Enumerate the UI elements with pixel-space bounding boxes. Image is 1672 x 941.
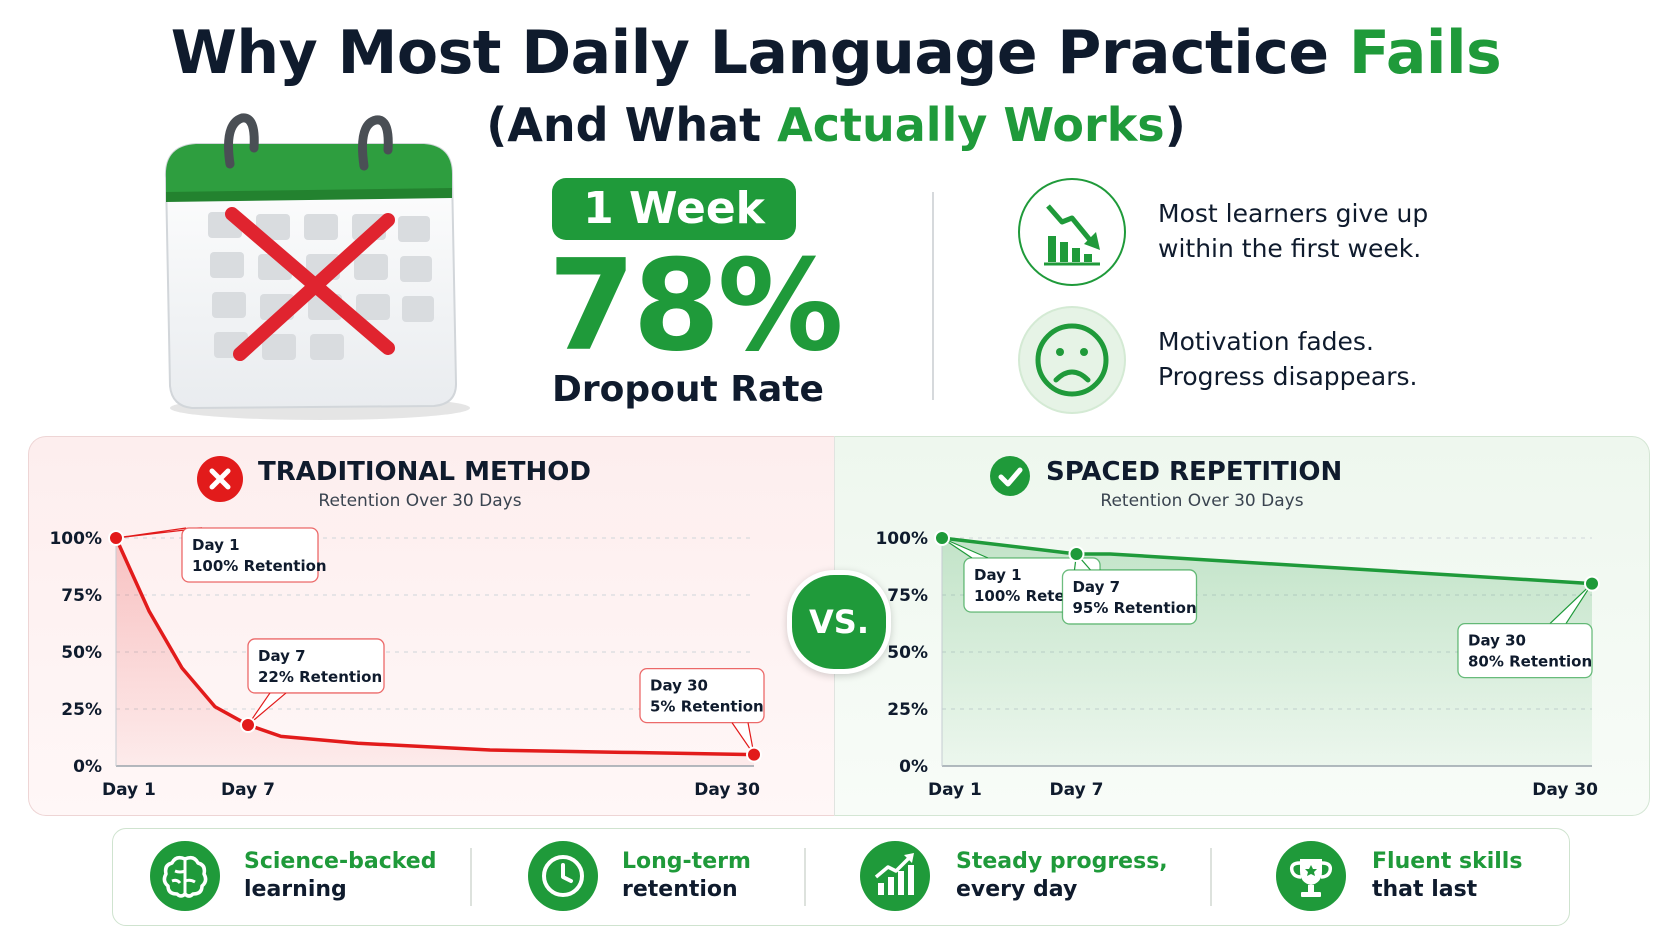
feature-science-text: Science-backed learning [244, 848, 436, 904]
spaced-data-point [1068, 545, 1085, 562]
traditional-data-point [746, 746, 762, 763]
traditional-callout-box [639, 667, 765, 724]
feature-divider [1210, 848, 1212, 906]
clock-icon [528, 841, 598, 911]
spaced-y-tick-label: 75% [887, 586, 928, 606]
sad-face-icon [1018, 306, 1126, 414]
spaced-x-tick-label: Day 1 [928, 780, 982, 800]
crossed-calendar-icon [164, 113, 470, 420]
traditional-callout-box [247, 638, 385, 694]
spaced-x-tick-label: Day 7 [1050, 780, 1104, 800]
spaced-data-point [1584, 575, 1600, 592]
fact-2-text: Motivation fades. Progress disappears. [1158, 324, 1488, 394]
subtitle-close: ) [1164, 98, 1186, 152]
page-title: Why Most Daily Language Practice Fails [0, 18, 1672, 88]
page-subtitle: (And What Actually Works) [0, 96, 1672, 154]
traditional-series-line [114, 536, 756, 757]
fact-2-line2: Progress disappears. [1158, 362, 1418, 391]
feature-progress-text: Steady progress, every day [956, 848, 1168, 904]
check-mark-icon [990, 456, 1030, 496]
traditional-callout-day: Day 1 [192, 536, 240, 554]
fact-2-line1: Motivation fades. [1158, 327, 1374, 356]
traditional-y-tick-label: 50% [61, 643, 102, 663]
feature-retention-line1: Long-term [622, 849, 751, 874]
traditional-y-tick-label: 0% [73, 757, 102, 777]
traditional-y-tick-label: 100% [49, 529, 102, 549]
spaced-y-tick-label: 0% [899, 757, 928, 777]
spaced-callout-day: Day 30 [1468, 632, 1526, 650]
fact-1-line2: within the first week. [1158, 234, 1422, 263]
feature-fluent-line2: that last [1372, 877, 1478, 902]
traditional-x-tick-label: Day 1 [102, 780, 156, 800]
traditional-data-point [108, 530, 124, 546]
x-mark-icon [197, 456, 243, 502]
spaced-y-tick-label: 25% [887, 700, 928, 720]
week-badge: 1 Week [552, 178, 796, 240]
traditional-method-title: TRADITIONAL METHOD [258, 457, 591, 487]
title-main: Why Most Daily Language Practice [170, 18, 1349, 88]
spaced-callout-day: Day 1 [974, 566, 1022, 584]
traditional-method-subtitle: Retention Over 30 Days [318, 491, 522, 511]
traditional-y-tick-label: 75% [61, 586, 102, 606]
traditional-callout-box [181, 527, 319, 583]
brain-icon [150, 841, 220, 911]
declining-chart-icon [1018, 178, 1126, 286]
spaced-repetition-title: SPACED REPETITION [1046, 457, 1343, 487]
spaced-y-tick-label: 100% [875, 529, 928, 549]
spaced-repetition-subtitle: Retention Over 30 Days [1100, 491, 1304, 511]
title-accent: Fails [1348, 18, 1502, 88]
feature-science-line1: Science-backed [244, 849, 437, 874]
traditional-y-tick-label: 25% [61, 700, 102, 720]
spaced-series-line [940, 536, 1594, 586]
traditional-callout-retention: 22% Retention [258, 668, 382, 686]
spaced-data-point [934, 530, 950, 546]
feature-divider [470, 848, 472, 906]
spaced-x-tick-label: Day 30 [1532, 780, 1598, 800]
spaced-callout-retention: 80% Retention [1468, 653, 1592, 671]
traditional-callout-day: Day 30 [650, 677, 708, 695]
trophy-icon [1276, 841, 1346, 911]
subtitle-open: (And What [486, 98, 778, 152]
spaced-callout-box [1457, 622, 1593, 679]
traditional-data-point [240, 716, 256, 733]
traditional-callout-retention: 100% Retention [192, 557, 327, 575]
traditional-callout-day: Day 7 [258, 647, 306, 665]
feature-retention-line2: retention [622, 877, 738, 902]
dropout-percent: 78% [548, 232, 844, 379]
traditional-area [116, 538, 754, 766]
feature-science-line2: learning [244, 877, 347, 902]
fact-1-line1: Most learners give up [1158, 199, 1429, 228]
subtitle-accent: Actually Works [777, 98, 1165, 152]
feature-retention-text: Long-term retention [622, 848, 751, 904]
dropout-label: Dropout Rate [552, 369, 824, 410]
traditional-x-tick-label: Day 7 [221, 780, 275, 800]
feature-progress-line2: every day [956, 877, 1078, 902]
traditional-x-tick-label: Day 30 [694, 780, 760, 800]
vs-badge: VS. [787, 570, 891, 674]
fact-1-text: Most learners give up within the first w… [1158, 196, 1488, 266]
spaced-callout-retention: 95% Retention [1072, 599, 1196, 617]
feature-fluent-line1: Fluent skills [1372, 849, 1523, 874]
spaced-callout-day: Day 7 [1072, 578, 1120, 596]
growth-chart-icon [860, 841, 930, 911]
feature-progress-line1: Steady progress, [956, 849, 1168, 874]
feature-fluent-text: Fluent skills that last [1372, 848, 1522, 904]
spaced-y-tick-label: 50% [887, 643, 928, 663]
spaced-callout-box [1061, 569, 1198, 625]
traditional-callout-retention: 5% Retention [650, 698, 764, 716]
stat-divider [932, 192, 934, 400]
feature-divider [804, 848, 806, 906]
